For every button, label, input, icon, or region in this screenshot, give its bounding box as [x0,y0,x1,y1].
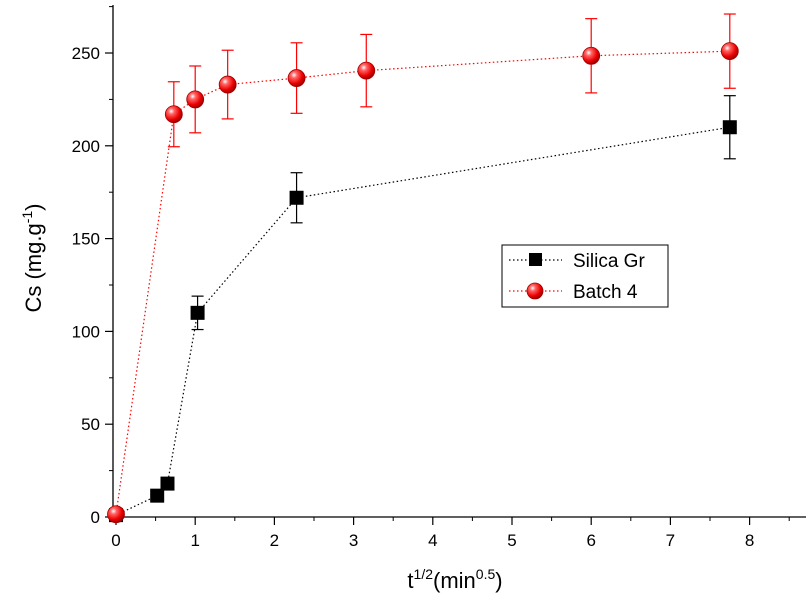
plot-frame [112,5,806,518]
y-axis-label-sup: -1 [19,211,35,224]
y-tick-label: 150 [72,230,100,249]
y-tick-label: 0 [91,508,100,527]
y-ticks: 0 50 100 150 200 250 [72,6,113,527]
legend-marker-silica [529,253,542,266]
series-layer [107,13,739,524]
x-tick-label: 0 [111,531,120,550]
legend-entry-silica: Silica Gr [509,251,645,272]
data-point-batch [186,90,205,109]
y-tick-label: 250 [72,44,100,63]
data-point-silica [190,305,205,320]
x-tick-label: 5 [507,531,516,550]
x-tick-label: 8 [745,531,754,550]
data-point-silica [150,488,165,503]
y-axis-label-close: ) [21,203,46,210]
legend-label-silica: Silica Gr [573,251,645,272]
legend-label-batch: Batch 4 [573,282,638,303]
legend-marker-batch [526,282,544,300]
data-point-batch [218,75,237,94]
data-point-batch [164,105,183,124]
x-axis-label-base: t [407,568,413,593]
x-axis-label-base-sup: 1/2 [414,566,434,582]
x-tick-label: 7 [666,531,675,550]
data-point-batch [357,61,376,80]
x-axis-label-unit-sup: 0.5 [476,566,496,582]
legend-entry-batch: Batch 4 [509,282,638,303]
x-tick-label: 6 [586,531,595,550]
data-point-batch [107,505,125,524]
x-tick-label: 3 [349,531,358,550]
x-tick-label: 2 [270,531,279,550]
data-point-silica [160,476,175,491]
y-tick-label: 50 [81,415,100,434]
x-axis-label: t1/2(min0.5) [407,566,502,593]
x-axis-label-unit-open: (min [433,568,476,593]
data-point-silica [289,190,304,205]
y-tick-label: 100 [72,322,100,341]
data-point-batch [720,42,739,61]
y-tick-label: 200 [72,137,100,156]
series-line-silica [115,126,730,516]
x-tick-label: 1 [190,531,199,550]
x-axis-label-unit-close: ) [495,568,502,593]
x-tick-label: 4 [428,531,437,550]
data-point-silica [722,120,737,135]
data-point-batch [287,69,306,87]
y-axis-label-base: Cs (mg.g [21,223,46,312]
y-axis-label: Cs (mg.g-1) [19,203,46,312]
legend: Silica Gr Batch 4 [501,244,669,308]
x-ticks: 0 1 2 3 4 5 6 7 8 [111,517,790,550]
data-point-batch [582,46,601,65]
